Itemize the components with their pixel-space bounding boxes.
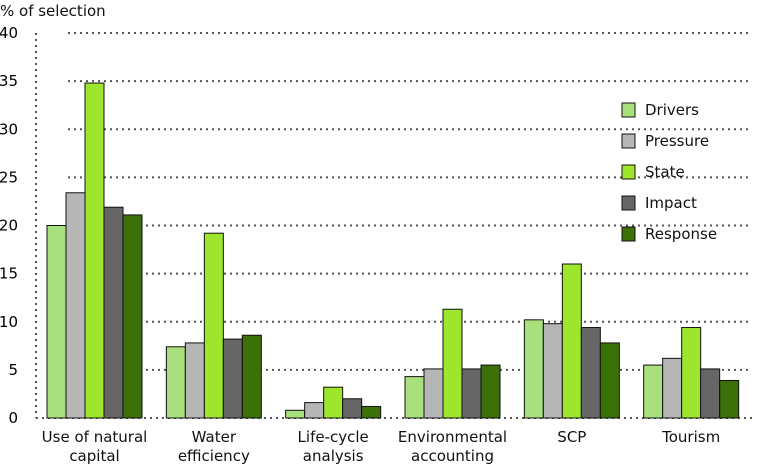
bar-impact: [222, 338, 243, 419]
y-tick-label: 30: [0, 120, 18, 138]
x-axis-labels: Use of natural capital Water efficiency Life…: [42, 428, 721, 465]
bar-pressure: [65, 192, 86, 419]
bar-impact: [342, 398, 363, 419]
bar-response: [480, 364, 501, 419]
bar-response: [599, 342, 620, 419]
legend-swatch-impact: [621, 195, 636, 211]
legend-label: Impact: [645, 194, 697, 212]
legend-swatch-response: [621, 226, 636, 242]
legend-label: State: [645, 163, 685, 181]
bar-drivers: [643, 364, 664, 419]
bar-pressure: [304, 402, 325, 419]
bar-pressure: [542, 323, 563, 419]
x-tick-label: Use of natural capital: [42, 428, 148, 465]
bar-response: [361, 405, 382, 419]
y-tick-label: 5: [8, 361, 18, 379]
bar-impact: [580, 327, 601, 419]
bar-state: [323, 386, 344, 419]
bar-response: [719, 379, 740, 419]
legend-swatch-state: [621, 164, 636, 180]
bar-state: [203, 232, 224, 419]
legend-label: Pressure: [645, 132, 709, 150]
bar-impact: [700, 368, 721, 419]
y-tick-label: 0: [8, 409, 18, 427]
bar-drivers: [285, 409, 306, 419]
legend-swatch-pressure: [621, 133, 636, 149]
bars: [46, 82, 740, 419]
x-tick-label: SCP: [557, 428, 586, 446]
bar-state: [84, 82, 105, 419]
x-tick-label: Life-cycle analysis: [298, 428, 369, 465]
bar-drivers: [404, 376, 425, 419]
bar-response: [241, 334, 262, 419]
y-tick-label: 35: [0, 72, 18, 90]
legend-label: Drivers: [645, 101, 699, 119]
x-tick-label: Water efficiency: [178, 428, 250, 465]
bar-pressure: [184, 342, 205, 419]
legend-label: Response: [645, 225, 717, 243]
bar-state: [681, 327, 702, 419]
gridlines: [68, 32, 752, 371]
bar-state: [561, 263, 582, 419]
y-axis-unit-label: % of selection: [0, 2, 106, 20]
bar-drivers: [523, 319, 544, 419]
y-tick-label: 10: [0, 313, 18, 331]
y-tick-label: 15: [0, 265, 18, 283]
bar-impact: [461, 368, 482, 419]
y-tick-label: 25: [0, 168, 18, 186]
bar-response: [122, 214, 143, 419]
bar-pressure: [662, 357, 683, 419]
bar-state: [442, 308, 463, 419]
bar-drivers: [46, 225, 67, 419]
y-tick-label: 20: [0, 217, 18, 235]
bar-drivers: [165, 346, 186, 419]
x-tick-label: Tourism: [661, 428, 720, 446]
legend-swatch-drivers: [621, 102, 636, 118]
x-tick-label: Environmental accounting: [398, 428, 507, 465]
bar-pressure: [423, 368, 444, 419]
legend: Drivers Pressure State Impact Response: [621, 101, 717, 243]
y-axis: 0 5 10 15 20 25 30 35 40: [0, 24, 752, 427]
bar-impact: [103, 206, 124, 419]
y-tick-label: 40: [0, 24, 18, 42]
